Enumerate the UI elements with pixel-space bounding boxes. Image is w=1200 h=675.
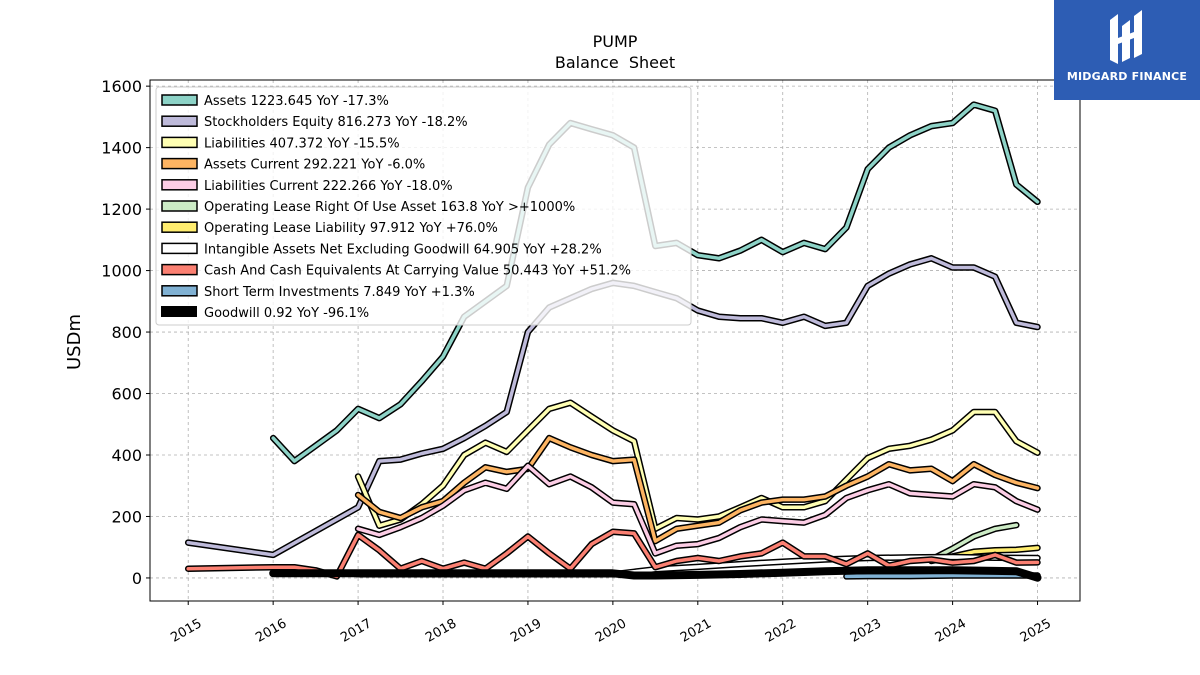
legend-swatch bbox=[161, 157, 198, 170]
series-line bbox=[354, 462, 1041, 557]
x-tick-label: 2025 bbox=[1018, 616, 1054, 646]
legend-entry: Assets 1223.645 YoY -17.3% bbox=[161, 94, 389, 109]
legend-swatch bbox=[161, 306, 197, 317]
series-line bbox=[269, 566, 1042, 582]
y-tick-label: 200 bbox=[111, 507, 142, 526]
x-tick-label: 2021 bbox=[678, 616, 714, 646]
legend-entry: Liabilities 407.372 YoY -15.5% bbox=[161, 136, 400, 151]
legend-entry: Stockholders Equity 816.273 YoY -18.2% bbox=[161, 115, 468, 130]
y-axis-label: USDm bbox=[64, 314, 85, 370]
series-stroke bbox=[186, 530, 1040, 579]
legend-label: Assets Current 292.221 YoY -6.0% bbox=[204, 158, 425, 173]
y-tick-label: 1000 bbox=[101, 262, 142, 281]
x-axis-ticks: 2015 2016 2017 2018 2019 2020 2021 2022 2023 2024… bbox=[168, 601, 1054, 646]
legend-swatch bbox=[161, 242, 198, 255]
x-tick-label: 2016 bbox=[253, 616, 289, 646]
midgard-logo-icon bbox=[1110, 10, 1142, 64]
legend-entry: Assets Current 292.221 YoY -6.0% bbox=[161, 157, 425, 173]
series-stroke bbox=[929, 523, 1019, 562]
y-axis-ticks: 0 200 400 600 800 1000 1200 1400 1600 bbox=[101, 77, 150, 588]
legend-entry: Operating Lease Liability 97.912 YoY +76… bbox=[161, 221, 498, 236]
legend-swatch bbox=[161, 136, 198, 149]
y-tick-label: 400 bbox=[111, 446, 142, 465]
x-tick-label: 2019 bbox=[508, 616, 544, 646]
x-tick-label: 2017 bbox=[338, 616, 374, 646]
series-line bbox=[354, 434, 1041, 545]
legend-swatch bbox=[161, 285, 198, 297]
legend-entry: Cash And Cash Equivalents At Carrying Va… bbox=[161, 263, 631, 279]
legend-entry: Short Term Investments 7.849 YoY +1.3% bbox=[161, 285, 475, 300]
legend-entry: Intangible Assets Net Excluding Goodwill… bbox=[161, 242, 602, 257]
legend: Assets 1223.645 YoY -17.3% Stockholders E… bbox=[155, 86, 692, 326]
chart-subtitle: Balance Sheet bbox=[555, 53, 675, 72]
series-stroke bbox=[356, 436, 1040, 543]
legend-entry: Liabilities Current 222.266 YoY -18.0% bbox=[161, 179, 453, 194]
y-tick-label: 800 bbox=[111, 323, 142, 342]
y-tick-label: 1600 bbox=[101, 77, 142, 96]
series-stroke bbox=[844, 573, 1040, 579]
legend-label: Intangible Assets Net Excluding Goodwill… bbox=[204, 242, 602, 257]
legend-label: Operating Lease Right Of Use Asset 163.8… bbox=[204, 200, 575, 215]
legend-label: Assets 1223.645 YoY -17.3% bbox=[204, 94, 389, 109]
series-line bbox=[184, 528, 1041, 580]
x-tick-label: 2023 bbox=[848, 616, 884, 646]
legend-swatch bbox=[161, 263, 198, 276]
legend-label: Stockholders Equity 816.273 YoY -18.2% bbox=[204, 115, 468, 130]
y-tick-label: 1200 bbox=[101, 200, 142, 219]
series-line bbox=[354, 399, 1041, 533]
legend-label: Cash And Cash Equivalents At Carrying Va… bbox=[204, 264, 631, 279]
legend-swatch bbox=[161, 94, 198, 106]
brand-logo: MIDGARD FINANCE bbox=[1054, 0, 1200, 100]
legend-swatch bbox=[161, 200, 198, 212]
legend-swatch bbox=[161, 221, 198, 233]
y-tick-label: 600 bbox=[111, 385, 142, 404]
legend-entry: Goodwill 0.92 YoY -96.1% bbox=[161, 306, 369, 321]
series-stroke bbox=[356, 464, 1040, 556]
x-tick-label: 2020 bbox=[593, 616, 629, 646]
x-tick-label: 2022 bbox=[763, 616, 799, 646]
x-tick-label: 2015 bbox=[168, 616, 204, 646]
legend-label: Operating Lease Liability 97.912 YoY +76… bbox=[204, 221, 498, 236]
x-tick-label: 2018 bbox=[423, 616, 459, 646]
legend-box bbox=[155, 86, 692, 326]
brand-name: MIDGARD FINANCE bbox=[1066, 70, 1188, 83]
plot-frame bbox=[149, 79, 1081, 602]
y-tick-label: 0 bbox=[132, 569, 142, 588]
x-tick-label: 2024 bbox=[933, 616, 969, 646]
legend-swatch bbox=[161, 179, 198, 191]
series-stroke bbox=[269, 566, 1042, 582]
series-line bbox=[928, 521, 1020, 563]
legend-entry: Operating Lease Right Of Use Asset 163.8… bbox=[161, 200, 575, 215]
y-tick-label: 1400 bbox=[101, 139, 142, 158]
series-line bbox=[843, 572, 1041, 580]
legend-label: Goodwill 0.92 YoY -96.1% bbox=[204, 306, 369, 321]
legend-label: Liabilities 407.372 YoY -15.5% bbox=[204, 136, 400, 151]
legend-label: Short Term Investments 7.849 YoY +1.3% bbox=[204, 285, 475, 300]
legend-swatch bbox=[161, 115, 198, 127]
chart-title: PUMP bbox=[593, 32, 638, 51]
series-stroke bbox=[356, 400, 1040, 531]
legend-label: Liabilities Current 222.266 YoY -18.0% bbox=[204, 179, 453, 194]
